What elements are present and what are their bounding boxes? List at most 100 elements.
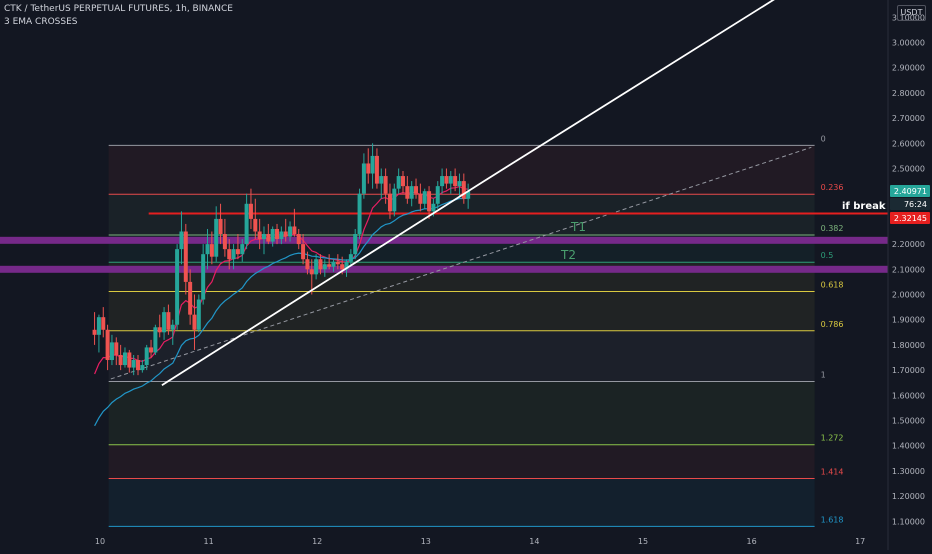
candle[interactable]: [261, 234, 266, 240]
candle[interactable]: [122, 352, 127, 366]
candle[interactable]: [270, 228, 275, 242]
break-level-badge[interactable]: [890, 212, 930, 224]
candle[interactable]: [153, 327, 158, 353]
trendline[interactable]: [161, 0, 806, 386]
candle[interactable]: [192, 314, 197, 330]
candle[interactable]: [222, 234, 227, 250]
candle[interactable]: [444, 176, 449, 184]
fib-level-label: 0.5: [821, 251, 834, 260]
candle[interactable]: [244, 203, 249, 245]
candle[interactable]: [387, 193, 392, 212]
candle[interactable]: [392, 188, 397, 212]
candle[interactable]: [96, 317, 101, 335]
candle[interactable]: [275, 228, 280, 240]
candle[interactable]: [335, 261, 340, 265]
projection-line[interactable]: [110, 146, 812, 380]
candle[interactable]: [327, 264, 332, 267]
candle[interactable]: [257, 231, 262, 240]
candle[interactable]: [427, 191, 432, 212]
candle[interactable]: [231, 249, 236, 260]
candle[interactable]: [396, 176, 401, 189]
candle[interactable]: [214, 218, 219, 257]
candle[interactable]: [309, 269, 314, 275]
candle[interactable]: [431, 203, 436, 212]
candle[interactable]: [374, 155, 379, 184]
candle[interactable]: [422, 191, 427, 204]
candle[interactable]: [292, 226, 297, 235]
candle[interactable]: [235, 249, 240, 255]
candle[interactable]: [370, 155, 375, 174]
candle[interactable]: [361, 163, 366, 194]
candle[interactable]: [283, 231, 288, 237]
last-price-badge[interactable]: [890, 185, 930, 197]
candle[interactable]: [453, 176, 458, 187]
candle[interactable]: [170, 324, 175, 330]
candle[interactable]: [414, 186, 419, 194]
candle[interactable]: [118, 354, 123, 366]
candle[interactable]: [175, 249, 180, 325]
currency-badge[interactable]: USDT: [897, 5, 926, 21]
candle[interactable]: [461, 181, 466, 199]
candle[interactable]: [201, 254, 206, 300]
candle[interactable]: [157, 327, 162, 333]
candle[interactable]: [279, 231, 284, 240]
candle[interactable]: [457, 181, 462, 187]
candle[interactable]: [101, 317, 106, 330]
countdown-badge[interactable]: [890, 198, 930, 210]
candle[interactable]: [288, 226, 293, 237]
candle[interactable]: [318, 259, 323, 270]
candle[interactable]: [379, 176, 384, 184]
candle[interactable]: [305, 259, 310, 270]
candle[interactable]: [448, 176, 453, 184]
candle[interactable]: [109, 342, 114, 361]
candle[interactable]: [400, 176, 405, 187]
candle[interactable]: [248, 203, 253, 219]
candle[interactable]: [218, 218, 223, 235]
candle[interactable]: [196, 299, 201, 330]
candle[interactable]: [266, 234, 271, 242]
candle[interactable]: [114, 342, 119, 355]
candle[interactable]: [149, 347, 154, 353]
candle[interactable]: [301, 244, 306, 260]
candle[interactable]: [131, 360, 136, 368]
candle[interactable]: [227, 249, 232, 260]
candle[interactable]: [344, 261, 349, 270]
candle[interactable]: [296, 234, 301, 245]
support-zone-band[interactable]: [0, 236, 888, 244]
candle[interactable]: [322, 264, 327, 270]
candle[interactable]: [92, 329, 97, 335]
candle[interactable]: [340, 264, 345, 270]
candle[interactable]: [405, 186, 410, 199]
candle[interactable]: [240, 244, 245, 255]
candle[interactable]: [466, 191, 471, 199]
candle[interactable]: [179, 231, 184, 250]
candle[interactable]: [205, 244, 210, 255]
candle[interactable]: [409, 186, 414, 199]
candle[interactable]: [188, 281, 193, 315]
price-axis[interactable]: [888, 0, 932, 550]
candle[interactable]: [209, 244, 214, 257]
candle[interactable]: [105, 329, 110, 361]
candle[interactable]: [314, 259, 319, 275]
candle[interactable]: [348, 254, 353, 262]
ema-slow-line[interactable]: [94, 197, 469, 427]
candle[interactable]: [331, 261, 336, 267]
candle[interactable]: [383, 176, 388, 194]
candle[interactable]: [440, 176, 445, 187]
candle[interactable]: [418, 193, 423, 204]
candle[interactable]: [366, 163, 371, 174]
candle[interactable]: [435, 186, 440, 204]
candle[interactable]: [183, 231, 188, 282]
candle[interactable]: [253, 218, 258, 232]
candle[interactable]: [127, 352, 132, 368]
candle[interactable]: [353, 234, 358, 255]
candle[interactable]: [136, 360, 141, 371]
candle[interactable]: [357, 193, 362, 235]
break-level-badge-text: 2.32145: [894, 214, 927, 223]
candle[interactable]: [140, 365, 145, 371]
candle[interactable]: [166, 312, 171, 330]
candle[interactable]: [162, 312, 167, 333]
candle[interactable]: [144, 347, 149, 366]
